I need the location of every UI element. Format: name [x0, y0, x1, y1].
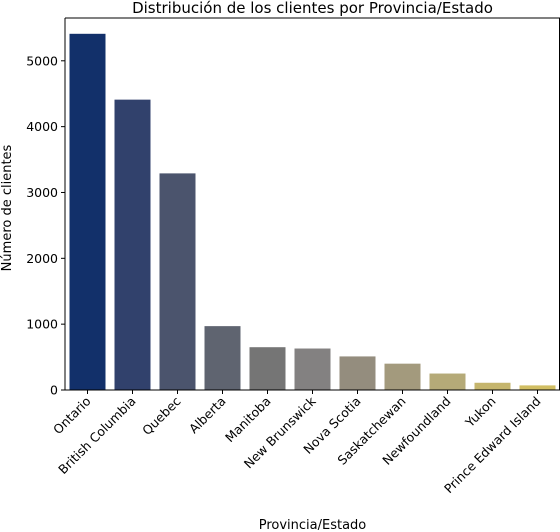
x-tick-label: Alberta — [186, 394, 229, 437]
bar-nova-scotia — [339, 356, 376, 390]
x-axis-label: Provincia/Estado — [259, 518, 367, 532]
y-axis-ticks: 0 1000 2000 3000 4000 5000 — [26, 53, 65, 398]
bar-yukon — [474, 382, 511, 390]
y-tick-label: 5000 — [26, 53, 58, 68]
y-tick-label: 2000 — [26, 251, 58, 266]
bar-british-columbia — [114, 99, 151, 390]
bar-quebec — [159, 173, 196, 390]
y-tick-label: 1000 — [26, 317, 58, 332]
bar-manitoba — [249, 347, 286, 390]
x-tick-label: Yukon — [461, 394, 498, 431]
y-tick-label: 4000 — [26, 119, 58, 134]
x-tick-label: Quebec — [139, 393, 184, 438]
bar-newfoundland — [429, 373, 466, 390]
bars-group — [69, 33, 556, 391]
bar-saskatchewan — [384, 363, 421, 390]
x-tick-label: British Columbia — [55, 394, 138, 477]
bar-prince-edward-island — [519, 385, 556, 390]
bar-new-brunswick — [294, 348, 331, 390]
chart-title: Distribución de los clientes por Provinc… — [132, 0, 493, 17]
x-tick-label: Ontario — [50, 394, 94, 438]
bar-alberta — [204, 326, 241, 390]
y-axis-label: Número de clientes — [0, 144, 15, 271]
y-tick-label: 0 — [50, 383, 58, 398]
bar-ontario — [69, 33, 106, 391]
y-tick-label: 3000 — [26, 185, 58, 200]
